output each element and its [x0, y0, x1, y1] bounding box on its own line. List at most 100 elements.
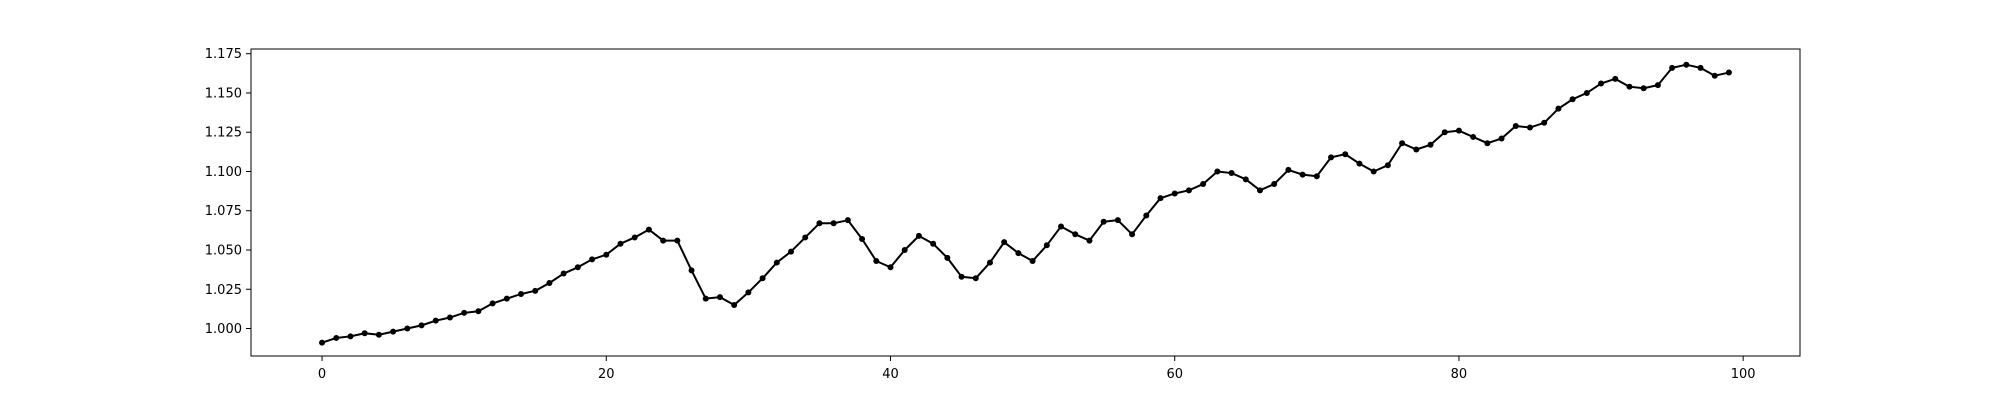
y-tick-label: 1.050	[205, 244, 242, 259]
data-point	[1200, 181, 1207, 188]
data-point	[603, 251, 610, 258]
data-point	[702, 295, 709, 302]
data-point	[1271, 181, 1278, 188]
data-point	[1256, 187, 1263, 194]
plot-area	[250, 48, 1801, 357]
x-tick-label: 80	[1451, 367, 1468, 382]
data-point	[404, 325, 411, 332]
x-tick-label: 20	[598, 367, 615, 382]
data-point	[915, 232, 922, 239]
data-point	[844, 217, 851, 224]
data-point	[1157, 195, 1164, 202]
data-point	[1214, 168, 1221, 175]
data-point	[1129, 231, 1136, 238]
data-point	[574, 264, 581, 271]
data-point	[1526, 124, 1533, 131]
x-tick-label: 60	[1166, 367, 1183, 382]
data-point	[1455, 127, 1462, 134]
data-point	[1598, 80, 1605, 87]
data-point	[1640, 85, 1647, 92]
data-point	[986, 259, 993, 266]
x-tick-label: 100	[1731, 367, 1756, 382]
data-point	[589, 256, 596, 263]
y-tick-label: 1.150	[205, 86, 242, 101]
data-points	[319, 61, 1732, 346]
data-point	[1185, 187, 1192, 194]
data-point	[802, 234, 809, 241]
data-point	[887, 264, 894, 271]
data-point	[347, 333, 354, 340]
data-point	[972, 275, 979, 282]
data-point	[1583, 89, 1590, 96]
data-point	[930, 240, 937, 247]
data-point	[1313, 173, 1320, 180]
data-point	[773, 259, 780, 266]
data-point	[1171, 190, 1178, 197]
data-point	[1399, 140, 1406, 147]
axes-frame	[250, 48, 1801, 357]
data-point	[489, 300, 496, 307]
data-point	[503, 295, 510, 302]
y-tick-label: 1.175	[205, 47, 242, 62]
data-point	[1441, 129, 1448, 136]
data-point	[532, 287, 539, 294]
data-point	[1043, 242, 1050, 249]
data-point	[731, 301, 738, 308]
data-point	[1384, 162, 1391, 169]
data-point	[432, 317, 439, 324]
x-axis-ticks: 0 20 40 60 80 100	[318, 356, 1756, 382]
y-tick-label: 1.125	[205, 126, 242, 141]
data-point	[390, 328, 397, 335]
data-point	[1328, 154, 1335, 161]
data-point	[418, 322, 425, 329]
y-tick-label: 1.100	[205, 165, 242, 180]
data-point	[1114, 217, 1121, 224]
data-point	[944, 254, 951, 261]
data-point	[1100, 218, 1107, 225]
data-point	[674, 237, 681, 244]
data-point	[1029, 257, 1036, 264]
data-point	[788, 248, 795, 255]
data-point	[1342, 151, 1349, 158]
data-point	[617, 240, 624, 247]
data-point	[375, 331, 382, 338]
data-point	[1697, 64, 1704, 71]
data-point	[1143, 212, 1150, 219]
data-point	[560, 270, 567, 277]
data-point	[1015, 250, 1022, 257]
data-point	[461, 309, 468, 316]
y-tick-label: 1.025	[205, 283, 242, 298]
data-point	[1683, 61, 1690, 68]
data-point	[645, 226, 652, 233]
data-point	[859, 236, 866, 243]
data-point	[830, 220, 837, 227]
x-tick-label: 0	[318, 367, 326, 382]
data-point	[333, 334, 340, 341]
data-point	[546, 279, 553, 286]
y-tick-label: 1.075	[205, 204, 242, 219]
data-point	[1555, 105, 1562, 112]
data-point	[1512, 122, 1519, 129]
data-point	[361, 330, 368, 337]
data-point	[1498, 135, 1505, 142]
data-point	[1001, 239, 1008, 246]
data-point	[1669, 64, 1676, 71]
data-point	[1356, 160, 1363, 167]
data-point	[1470, 133, 1477, 140]
y-axis-ticks: 1.000 1.025 1.050 1.075 1.100 1.125 1.150 1.175	[205, 47, 251, 337]
data-point	[446, 314, 453, 321]
data-point	[1242, 176, 1249, 183]
y-tick-label: 1.000	[205, 322, 242, 337]
data-point	[716, 294, 723, 301]
data-point	[1086, 237, 1093, 244]
data-point	[901, 247, 908, 254]
data-point	[1569, 96, 1576, 103]
data-point	[1299, 171, 1306, 178]
data-point	[1725, 69, 1732, 76]
data-point	[1484, 140, 1491, 147]
data-point	[1072, 231, 1079, 238]
data-point	[688, 267, 695, 274]
data-point	[319, 339, 326, 346]
data-point	[475, 308, 482, 315]
